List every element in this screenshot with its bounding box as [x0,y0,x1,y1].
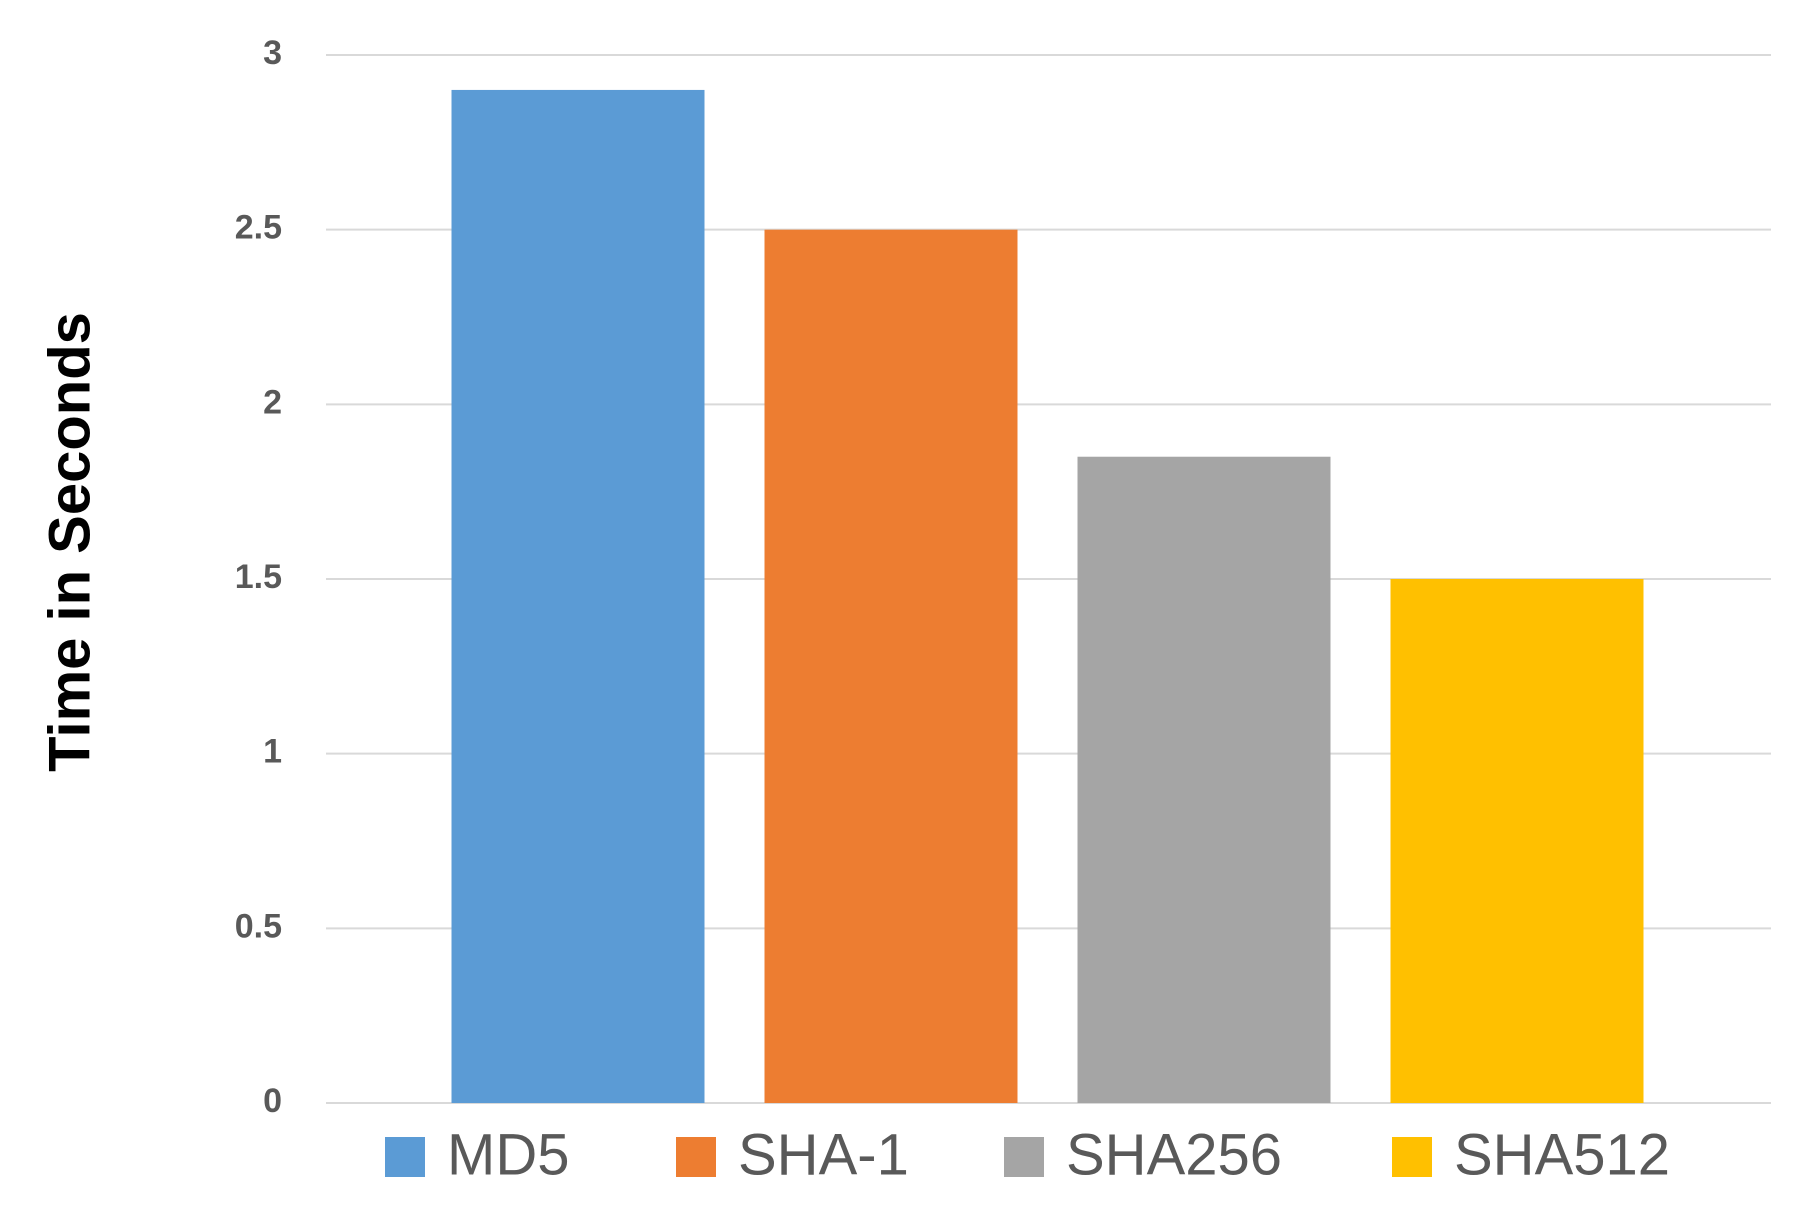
legend-label: MD5 [447,1122,569,1187]
y-tick-label: 3 [263,34,282,72]
legend-label: SHA-1 [738,1122,909,1187]
y-axis-title: Time in Seconds [37,312,102,772]
bar [764,229,1018,1103]
legend-swatch [1004,1137,1044,1177]
y-tick-label: 0 [263,1082,282,1120]
legend-swatch [676,1137,716,1177]
bar [1077,456,1331,1103]
y-tick-label: 2.5 [235,209,282,247]
legend-swatch [1392,1137,1432,1177]
y-tick-label: 0.5 [235,907,282,945]
y-tick-label: 2 [263,383,282,421]
y-tick-label: 1 [263,733,282,771]
bar [1390,579,1644,1103]
legend-label: SHA512 [1454,1122,1670,1187]
legend-swatch [385,1137,425,1177]
bar [451,89,705,1103]
legend-label: SHA256 [1066,1122,1282,1187]
y-tick-label: 1.5 [235,558,282,596]
